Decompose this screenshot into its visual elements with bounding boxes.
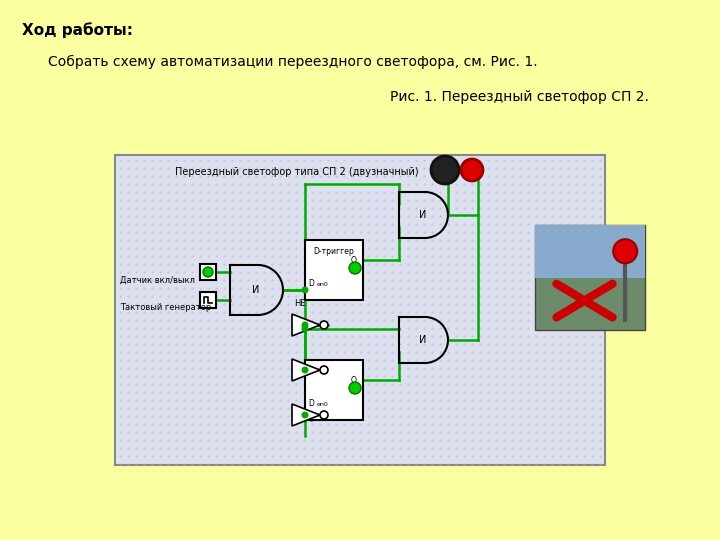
Circle shape [320,321,328,329]
Circle shape [349,262,361,274]
FancyBboxPatch shape [305,240,363,300]
Text: D-триггер: D-триггер [314,247,354,256]
Text: НЕ: НЕ [294,299,305,307]
Polygon shape [292,314,320,336]
Circle shape [349,382,361,394]
Circle shape [203,267,213,277]
Text: Ход работы:: Ход работы: [22,22,133,38]
Text: И: И [419,335,427,345]
FancyBboxPatch shape [200,264,216,280]
Text: Q: Q [351,375,357,384]
Polygon shape [292,404,320,426]
Circle shape [320,366,328,374]
Circle shape [302,287,308,294]
Circle shape [320,411,328,419]
Text: Тактовый генератор: Тактовый генератор [120,303,211,313]
FancyBboxPatch shape [535,225,645,330]
Circle shape [431,156,459,184]
Text: Рис. 1. Переездный светофор СП 2.: Рис. 1. Переездный светофор СП 2. [390,90,649,104]
Circle shape [302,411,308,418]
Circle shape [302,325,308,332]
Text: Переездный светофор типа СП 2 (двузначный): Переездный светофор типа СП 2 (двузначны… [175,167,418,177]
Text: en0: en0 [317,281,329,287]
Text: D: D [308,400,314,408]
Polygon shape [292,359,320,381]
Text: И: И [419,210,427,220]
Text: Q: Q [351,255,357,265]
Text: Собрать схему автоматизации переездного светофора, см. Рис. 1.: Собрать схему автоматизации переездного … [48,55,538,69]
FancyBboxPatch shape [200,292,216,308]
FancyBboxPatch shape [115,155,605,465]
Circle shape [302,321,308,328]
Circle shape [461,159,483,181]
FancyBboxPatch shape [535,225,645,278]
Text: D: D [308,280,314,288]
FancyBboxPatch shape [305,360,363,420]
Text: en0: en0 [317,402,329,407]
Text: Датчик вкл/выкл: Датчик вкл/выкл [120,275,195,285]
Text: И: И [252,285,260,295]
Circle shape [613,239,637,263]
Circle shape [302,367,308,374]
